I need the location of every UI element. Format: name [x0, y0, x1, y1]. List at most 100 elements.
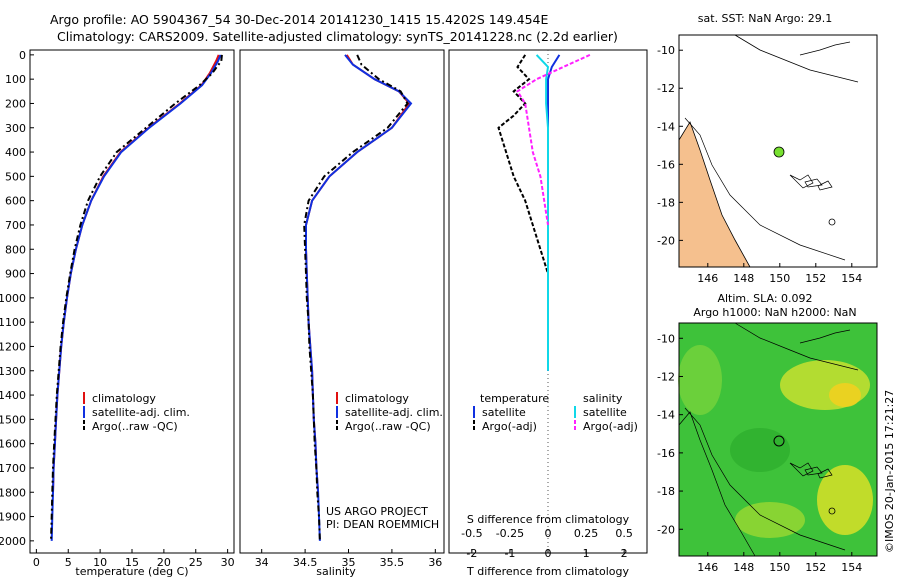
depth-tick-label: 400 [5, 146, 26, 159]
series-line-2 [50, 54, 223, 541]
map-x-tick-label: 154 [841, 561, 862, 574]
depth-tick-label: 1200 [0, 340, 26, 353]
imos-timestamp: ©IMOS 20-Jan-2015 17:21:27 [883, 390, 896, 553]
x-tick-label: 0 [545, 547, 552, 560]
sal-legend-satellite: satellite-adj. clim. [345, 406, 443, 419]
s-tick-label: -0.5 [461, 527, 482, 540]
depth-tick-label: 800 [5, 243, 26, 256]
s-tick-label: 0.5 [615, 527, 633, 540]
x-tick-label: 15 [125, 556, 139, 569]
depth-axis: 0 100 200 300 400 500 600 700 800 900 1000 1100 1200… [0, 49, 34, 548]
s-tick-label: 0.25 [574, 527, 599, 540]
map-x-tick-label: 148 [733, 561, 754, 574]
map-y-tick-label: -16 [657, 447, 675, 460]
series-line-2 [535, 54, 550, 371]
series-line-3 [516, 53, 591, 226]
sst-map-title: sat. SST: NaN Argo: 29.1 [698, 12, 832, 25]
map-x-tick-label: 150 [769, 272, 790, 285]
s-tick-label: -0.25 [496, 527, 524, 540]
difference-legend: temperature salinity satellite Argo(-adj… [473, 392, 638, 433]
x-tick-label: 2 [621, 547, 628, 560]
map-x-tick-label: 148 [733, 272, 754, 285]
depth-tick-label: 300 [5, 122, 26, 135]
map-y-tick-label: -20 [657, 234, 675, 247]
s-tick-label: 0 [545, 527, 552, 540]
diff-legend-temp-satellite: satellite [482, 406, 526, 419]
sal-legend-climatology: climatology [345, 392, 409, 405]
map-x-tick-label: 146 [697, 272, 718, 285]
salinity-legend: climatology satellite-adj. clim. Argo(..… [336, 392, 443, 433]
figure-title-line2: Climatology: CARS2009. Satellite-adjuste… [57, 29, 618, 44]
map-y-tick-label: -12 [657, 370, 675, 383]
sst-map-small-island [828, 218, 836, 226]
diff-legend-sal-title: salinity [583, 392, 623, 405]
depth-tick-label: 1400 [0, 389, 26, 402]
temperature-panel: 0100200300400500600700800900100011001200… [0, 49, 235, 578]
sla-map-title2: Argo h1000: NaN h2000: NaN [693, 306, 856, 319]
x-tick-label: 35 [342, 556, 356, 569]
depth-tick-label: 500 [5, 170, 26, 183]
temperature-legend: climatology satellite-adj. clim. Argo(..… [83, 392, 190, 433]
x-tick-label: 1 [583, 547, 590, 560]
map-x-tick-label: 146 [697, 561, 718, 574]
map-y-tick-label: -16 [657, 158, 675, 171]
sla-map-anomaly-dark [730, 428, 790, 472]
temp-legend-climatology: climatology [92, 392, 156, 405]
sst-map-shelf [684, 117, 846, 261]
x-tick-label: 25 [189, 556, 203, 569]
diff-legend-temp-argo: Argo(-adj) [482, 420, 537, 433]
s-difference-label: S difference from climatology [467, 513, 630, 526]
series-line-2 [303, 54, 409, 541]
x-tick-label: 0 [33, 556, 40, 569]
sst-map-axis: 146 148 150 152 154 -10 -12 -14 -16 -18 -20 [657, 44, 862, 285]
salinity-lines [303, 54, 413, 541]
temperature-x-axis: 0 5 10 15 20 25 30 [33, 549, 235, 569]
diff-legend-sal-argo: Argo(-adj) [583, 420, 638, 433]
map-y-tick-label: -14 [657, 120, 675, 133]
map-x-tick-label: 152 [805, 272, 826, 285]
map-y-tick-label: -14 [657, 409, 675, 422]
depth-tick-label: 2000 [0, 535, 26, 548]
series-line-1 [497, 54, 549, 274]
x-tick-label: 34 [255, 556, 269, 569]
sst-map: sat. SST: NaN Argo: 29.1 146 148 150 152 154… [657, 12, 878, 285]
temperature-xlabel: temperature (deg C) [75, 565, 188, 578]
sal-legend-argo: Argo(..raw -QC) [345, 420, 431, 433]
x-tick-label: -2 [466, 547, 477, 560]
map-y-tick-label: -20 [657, 523, 675, 536]
map-y-tick-label: -10 [657, 332, 675, 345]
depth-tick-label: 100 [5, 73, 26, 86]
x-tick-label: 20 [157, 556, 171, 569]
depth-tick-label: 1500 [0, 413, 26, 426]
map-y-tick-label: -10 [657, 44, 675, 57]
map-y-tick-label: -12 [657, 82, 675, 95]
depth-tick-label: 900 [5, 268, 26, 281]
sla-map: Altim. SLA: 0.092 Argo h1000: NaN h2000:… [657, 292, 878, 574]
map-x-tick-label: 154 [841, 272, 862, 285]
sla-map-coast [678, 322, 859, 557]
depth-tick-label: 1100 [0, 316, 26, 329]
temp-legend-argo: Argo(..raw -QC) [92, 420, 178, 433]
depth-tick-label: 1600 [0, 438, 26, 451]
x-tick-label: 10 [93, 556, 107, 569]
depth-tick-label: 1900 [0, 511, 26, 524]
sla-map-title1: Altim. SLA: 0.092 [717, 292, 812, 305]
sst-map-png-coast [734, 34, 859, 83]
depth-tick-label: 0 [19, 49, 26, 62]
sla-map-islands [789, 462, 833, 479]
temperature-lines [50, 54, 223, 541]
difference-lines [497, 53, 591, 371]
difference-x-axis: -2 -1 0 1 2 -0.5 -0.25 0 0.25 0.5 [461, 527, 633, 560]
x-tick-label: 34.5 [293, 556, 318, 569]
map-y-tick-label: -18 [657, 485, 675, 498]
sst-map-islands [789, 174, 833, 191]
x-tick-label: 30 [221, 556, 235, 569]
sla-map-axis: 146 148 150 152 154 -10 -12 -14 -16 -18 -20 [657, 332, 862, 574]
difference-xlabel: T difference from climatology [466, 565, 629, 578]
salinity-panel: 34 34.5 35 35.5 36 salinity climatology sate… [239, 49, 445, 578]
depth-tick-label: 1000 [0, 292, 26, 305]
salinity-xlabel: salinity [316, 565, 356, 578]
depth-tick-label: 600 [5, 195, 26, 208]
depth-tick-label: 700 [5, 219, 26, 232]
